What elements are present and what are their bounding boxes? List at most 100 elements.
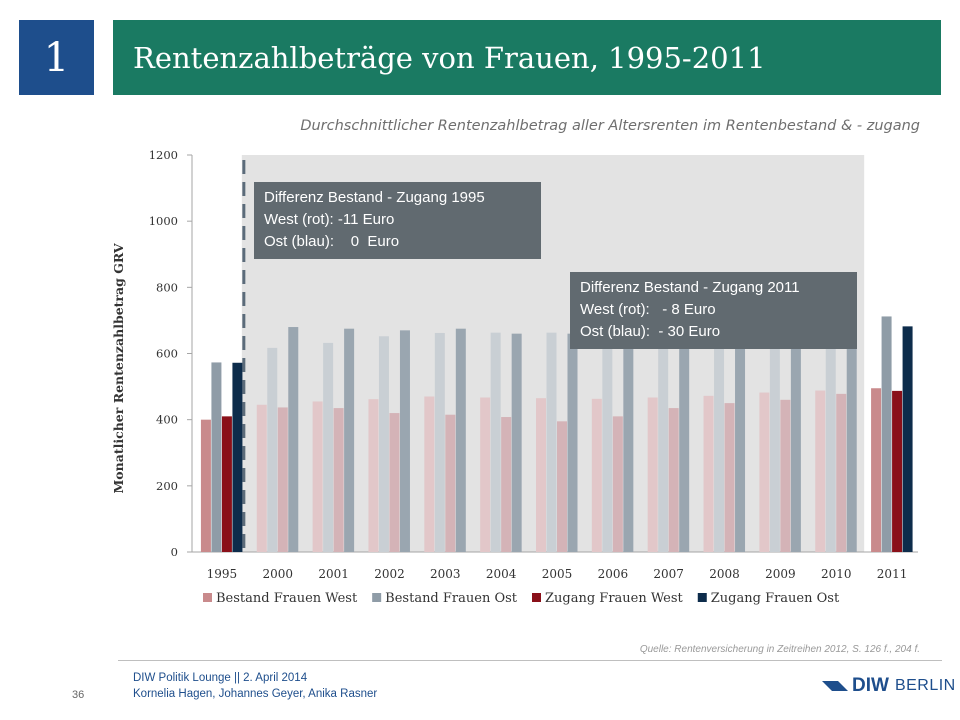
page-number: 36: [72, 689, 85, 701]
diw-logo-icon: [822, 681, 848, 691]
bar-2010-zugang-frauen-ost: [846, 328, 857, 552]
title-bar: Rentenzahlbeträge von Frauen, 1995-2011: [113, 20, 941, 95]
x-tick-label-2001: 2001: [318, 567, 349, 581]
bar-2007-bestand-frauen-west: [647, 397, 658, 552]
y-tick-label-200: 200: [156, 479, 178, 493]
bar-2002-zugang-frauen-ost: [399, 330, 410, 552]
x-tick-label-2003: 2003: [430, 567, 461, 581]
bar-2010-zugang-frauen-west: [836, 393, 847, 552]
bar-2008-zugang-frauen-ost: [735, 331, 746, 552]
legend-swatch-zugang-frauen-ost: [697, 593, 707, 602]
bar-1995-zugang-frauen-west: [221, 416, 232, 552]
bar-2000-bestand-frauen-west: [256, 404, 267, 552]
callout-2011-line-1: Differenz Bestand - Zugang 2011: [580, 279, 800, 296]
callout-2011-line-2: West (rot): - 8 Euro: [580, 301, 716, 318]
bar-2003-zugang-frauen-west: [445, 414, 456, 552]
bar-2002-zugang-frauen-west: [389, 413, 400, 552]
logo-text-diw: DIW: [852, 675, 889, 696]
bar-2001-bestand-frauen-west: [312, 401, 323, 552]
bar-2004-zugang-frauen-west: [501, 417, 512, 552]
x-tick-label-2006: 2006: [598, 567, 629, 581]
bar-2000-zugang-frauen-ost: [288, 327, 299, 552]
bar-2009-zugang-frauen-ost: [790, 330, 801, 552]
bar-2009-zugang-frauen-west: [780, 399, 791, 552]
bar-2007-zugang-frauen-west: [668, 408, 679, 552]
page-title: Rentenzahlbeträge von Frauen, 1995-2011: [133, 40, 766, 75]
x-tick-label-2005: 2005: [542, 567, 573, 581]
legend-label-zugang-frauen-ost: Zugang Frauen Ost: [711, 591, 840, 606]
y-tick-label-800: 800: [156, 280, 178, 294]
callout-2011: Differenz Bestand - Zugang 2011 West (ro…: [570, 272, 857, 349]
bar-2002-bestand-frauen-ost: [378, 336, 389, 552]
x-tick-label-2007: 2007: [653, 567, 684, 581]
x-tick-label-2009: 2009: [765, 567, 796, 581]
x-tick-label-1995: 1995: [207, 567, 238, 581]
y-tick-label-0: 0: [171, 545, 178, 559]
bar-2006-zugang-frauen-west: [612, 416, 623, 552]
bar-2002-bestand-frauen-west: [368, 399, 379, 552]
footer-divider: [118, 660, 942, 661]
bar-2000-zugang-frauen-west: [277, 407, 288, 552]
y-tick-label-1000: 1000: [149, 214, 178, 228]
bar-2006-bestand-frauen-ost: [602, 330, 613, 552]
bar-2008-bestand-frauen-west: [703, 395, 714, 552]
bar-2003-zugang-frauen-ost: [455, 328, 466, 552]
legend-swatch-bestand-frauen-west: [203, 593, 212, 602]
legend-label-bestand-frauen-ost: Bestand Frauen Ost: [385, 591, 518, 606]
bar-1995-bestand-frauen-west: [200, 419, 211, 552]
y-tick-label-1200: 1200: [149, 148, 178, 162]
bar-2003-bestand-frauen-west: [424, 396, 435, 552]
logo-text-berlin: BERLIN: [894, 677, 956, 694]
footer-authors: Kornelia Hagen, Johannes Geyer, Anika Ra…: [133, 688, 378, 700]
callout-1995-line-1: Differenz Bestand - Zugang 1995: [264, 189, 485, 206]
bar-2008-bestand-frauen-ost: [714, 326, 725, 552]
bar-2007-bestand-frauen-ost: [658, 328, 669, 552]
x-tick-label-2011: 2011: [877, 567, 908, 581]
bar-2005-bestand-frauen-ost: [546, 332, 557, 552]
callout-1995-line-2: West (rot): -11 Euro: [264, 211, 395, 228]
source-note: Quelle: Rentenversicherung in Zeitreihen…: [639, 644, 920, 655]
slide-number: 1: [19, 20, 94, 95]
bar-1995-bestand-frauen-ost: [211, 362, 222, 552]
bar-2005-zugang-frauen-west: [557, 421, 567, 552]
bar-2011-bestand-frauen-west: [871, 388, 882, 552]
callout-2011-line-3: Ost (blau): - 30 Euro: [580, 323, 721, 340]
bar-2011-zugang-frauen-west: [892, 390, 903, 552]
bar-2006-bestand-frauen-west: [591, 398, 602, 552]
x-tick-label-2002: 2002: [374, 567, 405, 581]
bar-2006-zugang-frauen-ost: [623, 332, 634, 552]
legend-swatch-bestand-frauen-ost: [372, 593, 382, 602]
bar-2010-bestand-frauen-ost: [825, 320, 836, 552]
bar-2004-bestand-frauen-west: [480, 397, 491, 552]
bar-2007-zugang-frauen-ost: [679, 333, 690, 552]
bar-2011-bestand-frauen-ost: [881, 316, 892, 552]
bar-2001-bestand-frauen-ost: [323, 342, 334, 552]
bar-2004-bestand-frauen-ost: [490, 332, 501, 552]
bar-2001-zugang-frauen-ost: [344, 328, 355, 552]
y-axis-title: Monatlicher Rentenzahlbetrag GRV: [111, 243, 126, 493]
bar-2010-bestand-frauen-west: [815, 390, 826, 552]
footer-event: DIW Politik Lounge || 2. April 2014: [133, 672, 308, 684]
x-tick-label-2004: 2004: [486, 567, 517, 581]
y-tick-label-400: 400: [156, 413, 178, 427]
chart-subtitle: Durchschnittlicher Rentenzahlbetrag alle…: [300, 118, 920, 134]
bar-2008-zugang-frauen-west: [724, 403, 735, 552]
x-tick-label-2010: 2010: [821, 567, 852, 581]
callout-1995-line-3: Ost (blau): 0 Euro: [264, 233, 400, 250]
bar-2005-zugang-frauen-ost: [567, 333, 578, 552]
bar-1995-zugang-frauen-ost: [232, 362, 243, 552]
bar-2005-bestand-frauen-west: [536, 398, 546, 552]
legend-label-zugang-frauen-west: Zugang Frauen West: [545, 591, 684, 606]
bar-2000-bestand-frauen-ost: [267, 347, 278, 552]
y-tick-label-600: 600: [156, 347, 178, 361]
bar-2011-zugang-frauen-ost: [902, 326, 913, 552]
x-tick-label-2000: 2000: [262, 567, 293, 581]
x-tick-label-2008: 2008: [709, 567, 740, 581]
bar-2004-zugang-frauen-ost: [511, 333, 522, 552]
bar-2009-bestand-frauen-west: [759, 392, 770, 552]
bar-2001-zugang-frauen-west: [333, 408, 344, 552]
legend-swatch-zugang-frauen-west: [532, 593, 541, 602]
legend-label-bestand-frauen-west: Bestand Frauen West: [216, 591, 358, 606]
diw-logo: DIW BERLIN: [822, 675, 956, 697]
bar-2003-bestand-frauen-ost: [434, 332, 445, 552]
